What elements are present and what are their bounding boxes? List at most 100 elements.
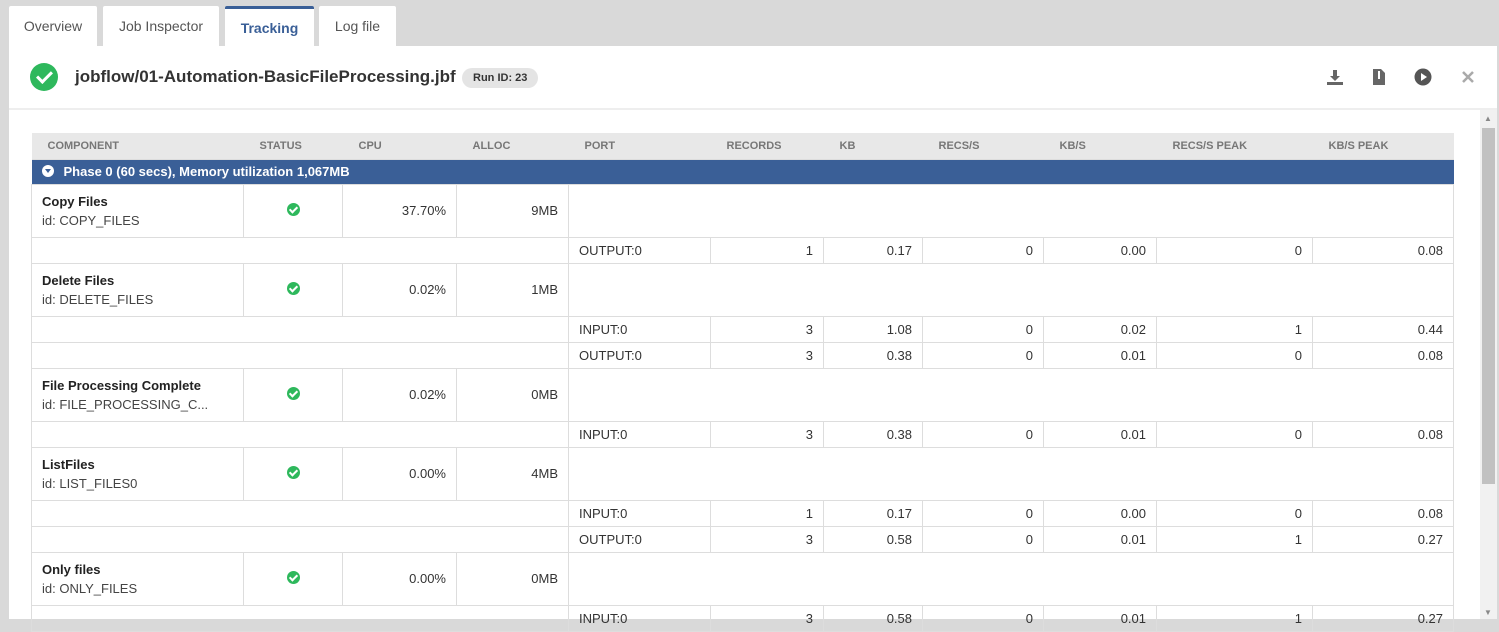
alloc-cell: 0MB	[456, 367, 569, 422]
component-id: id: COPY_FILES	[42, 212, 140, 228]
scrollbar-thumb[interactable]	[1482, 128, 1495, 484]
kb-cell: 0.58	[823, 604, 923, 632]
success-icon	[286, 570, 300, 584]
port-row: OUTPUT:0 3 0.38 0 0.01 0 0.08	[31, 341, 1454, 369]
alloc-cell: 4MB	[456, 446, 569, 501]
job-header: jobflow/01-Automation-BasicFileProcessin…	[9, 46, 1497, 110]
records-cell: 1	[710, 236, 824, 264]
empty-cell	[568, 446, 1454, 501]
port-cell: INPUT:0	[568, 420, 711, 448]
records-cell: 1	[710, 499, 824, 527]
empty-cell	[31, 315, 569, 343]
phase-row[interactable]: Phase 0 (60 secs), Memory utilization 1,…	[31, 159, 1454, 184]
kb-cell: 0.58	[823, 525, 923, 553]
records-cell: 3	[710, 525, 824, 553]
recs-per-sec-peak-cell: 1	[1156, 525, 1313, 553]
kb-per-sec-cell: 0.02	[1043, 315, 1157, 343]
kb-per-sec-cell: 0.00	[1043, 499, 1157, 527]
component-row[interactable]: Delete Files id: DELETE_FILES 0.02% 1MB	[31, 262, 1454, 317]
success-icon	[30, 63, 58, 91]
recs-per-sec-cell: 0	[922, 525, 1044, 553]
column-header[interactable]: PORT	[568, 133, 711, 160]
recs-per-sec-peak-cell: 0	[1156, 420, 1313, 448]
kb-cell: 0.17	[823, 499, 923, 527]
column-header[interactable]: RECORDS	[710, 133, 824, 160]
component-name: File Processing Complete	[42, 377, 201, 393]
component-cell: ListFiles id: LIST_FILES0	[31, 446, 244, 501]
kb-cell: 0.17	[823, 236, 923, 264]
play-icon[interactable]	[1414, 68, 1432, 86]
tab-job-inspector[interactable]: Job Inspector	[103, 6, 219, 46]
recs-per-sec-peak-cell: 1	[1156, 315, 1313, 343]
status-cell	[243, 183, 343, 238]
recs-per-sec-peak-cell: 0	[1156, 236, 1313, 264]
tab-overview[interactable]: Overview	[9, 6, 97, 46]
kb-per-sec-peak-cell: 0.44	[1312, 315, 1454, 343]
file-zip-icon[interactable]	[1370, 68, 1388, 86]
tracking-table: COMPONENT STATUS CPU ALLOC PORT RECORDS KB RECS…	[31, 133, 1454, 632]
success-icon	[286, 202, 300, 216]
empty-cell	[31, 604, 569, 632]
component-row[interactable]: Copy Files id: COPY_FILES 37.70% 9MB	[31, 183, 1454, 238]
download-icon[interactable]	[1326, 68, 1344, 86]
phase-label: Phase 0 (60 secs), Memory utilization 1,…	[63, 164, 350, 179]
vertical-scrollbar[interactable]: ▲ ▼	[1480, 110, 1497, 619]
port-row: INPUT:0 3 1.08 0 0.02 1 0.44	[31, 315, 1454, 343]
component-name: Delete Files	[42, 272, 115, 288]
tab-log-file[interactable]: Log file	[319, 6, 396, 46]
component-id: id: LIST_FILES0	[42, 475, 138, 491]
component-row[interactable]: ListFiles id: LIST_FILES0 0.00% 4MB	[31, 446, 1454, 501]
component-name: Only files	[42, 561, 101, 577]
column-header[interactable]: COMPONENT	[31, 133, 244, 160]
port-row: INPUT:0 3 0.58 0 0.01 1 0.27	[31, 604, 1454, 632]
empty-cell	[568, 262, 1454, 317]
cpu-cell: 37.70%	[342, 183, 457, 238]
empty-cell	[568, 551, 1454, 606]
alloc-cell: 1MB	[456, 262, 569, 317]
status-cell	[243, 367, 343, 422]
column-header[interactable]: ALLOC	[456, 133, 569, 160]
port-cell: INPUT:0	[568, 315, 711, 343]
column-header[interactable]: CPU	[342, 133, 457, 160]
kb-cell: 0.38	[823, 341, 923, 369]
empty-cell	[568, 183, 1454, 238]
records-cell: 3	[710, 315, 824, 343]
tab-tracking[interactable]: Tracking	[225, 6, 314, 46]
alloc-cell: 9MB	[456, 183, 569, 238]
component-id: id: FILE_PROCESSING_C...	[42, 396, 209, 412]
collapse-caret-icon[interactable]	[41, 165, 54, 177]
kb-per-sec-cell: 0.00	[1043, 236, 1157, 264]
recs-per-sec-cell: 0	[922, 341, 1044, 369]
scroll-down-icon[interactable]: ▼	[1484, 608, 1492, 617]
component-name: ListFiles	[42, 456, 95, 472]
column-header[interactable]: KB/S PEAK	[1312, 133, 1454, 160]
scroll-up-icon[interactable]: ▲	[1484, 114, 1492, 123]
port-cell: INPUT:0	[568, 604, 711, 632]
port-cell: OUTPUT:0	[568, 525, 711, 553]
kb-per-sec-cell: 0.01	[1043, 525, 1157, 553]
run-id-badge: Run ID: 23	[462, 68, 539, 88]
kb-cell: 1.08	[823, 315, 923, 343]
column-header[interactable]: STATUS	[243, 133, 343, 160]
empty-cell	[31, 236, 569, 264]
column-header[interactable]: KB	[823, 133, 923, 160]
component-row[interactable]: Only files id: ONLY_FILES 0.00% 0MB	[31, 551, 1454, 606]
port-cell: INPUT:0	[568, 499, 711, 527]
cpu-cell: 0.00%	[342, 446, 457, 501]
column-header[interactable]: RECS/S	[922, 133, 1044, 160]
success-icon	[286, 465, 300, 479]
close-icon[interactable]	[1459, 68, 1477, 86]
kb-per-sec-cell: 0.01	[1043, 341, 1157, 369]
cpu-cell: 0.00%	[342, 551, 457, 606]
status-cell	[243, 551, 343, 606]
status-cell	[243, 262, 343, 317]
records-cell: 3	[710, 604, 824, 632]
column-header[interactable]: RECS/S PEAK	[1156, 133, 1313, 160]
component-name: Copy Files	[42, 193, 108, 209]
component-row[interactable]: File Processing Complete id: FILE_PROCESS…	[31, 367, 1454, 422]
port-row: OUTPUT:0 1 0.17 0 0.00 0 0.08	[31, 236, 1454, 264]
tracking-panel: jobflow/01-Automation-BasicFileProcessin…	[9, 46, 1497, 632]
success-icon	[286, 281, 300, 295]
column-header[interactable]: KB/S	[1043, 133, 1157, 160]
success-icon	[286, 386, 300, 400]
